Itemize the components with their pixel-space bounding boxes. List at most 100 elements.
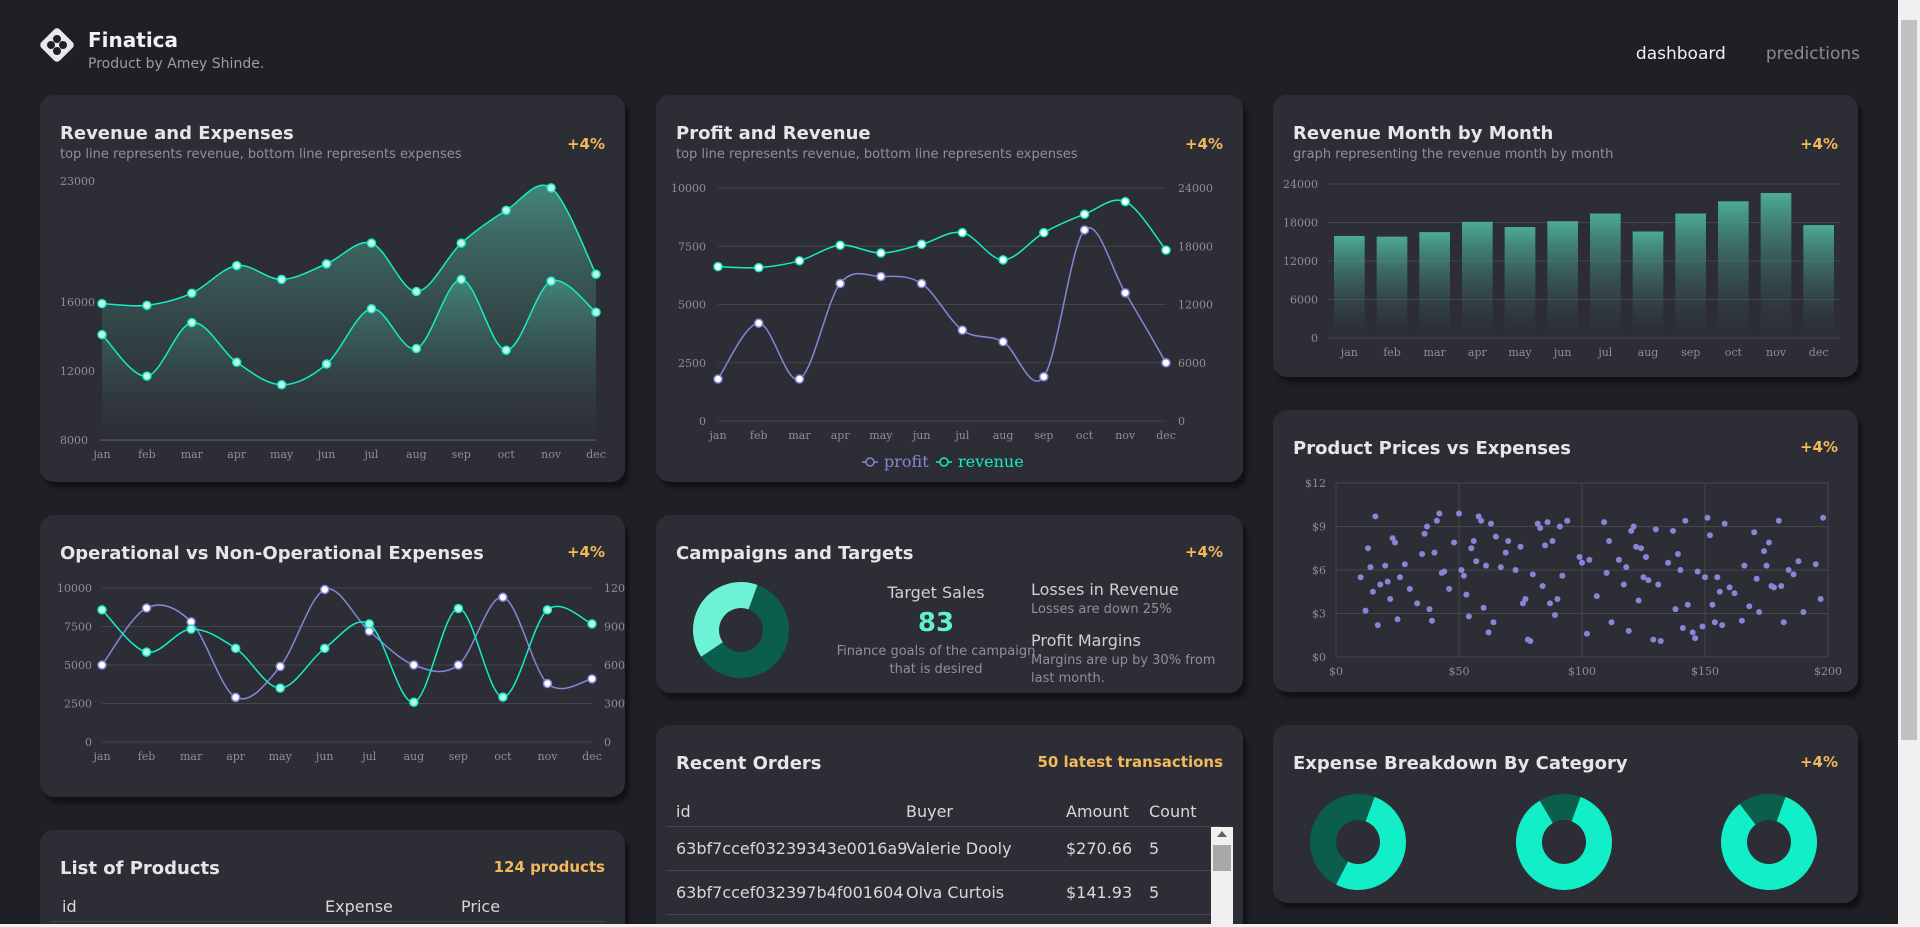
y-tick-label-right: 12000 — [1178, 299, 1213, 312]
scatter-point — [1551, 611, 1558, 618]
scatter-point — [1394, 616, 1401, 623]
salaries-donut — [1310, 794, 1406, 890]
card-title: Revenue and Expenses — [60, 123, 294, 144]
bottom-edge — [0, 924, 1898, 927]
y-tick-label-left: 7500 — [678, 240, 706, 253]
scatter-point — [1670, 527, 1677, 534]
scatter-point — [1579, 559, 1585, 566]
revenue-point — [713, 261, 723, 272]
col-id[interactable]: id — [62, 897, 77, 916]
donut-slice — [1739, 794, 1786, 825]
col-count[interactable]: Count — [1149, 802, 1197, 821]
expenses-line — [101, 278, 597, 386]
scatter-point — [1603, 569, 1610, 576]
order-id: 63bf7ccef03239343e0016a9 — [676, 839, 908, 858]
x-tick-label: apr — [227, 448, 247, 461]
col-expense[interactable]: Expense — [325, 897, 393, 916]
donut-slice — [1539, 794, 1581, 824]
operational-point — [275, 683, 285, 693]
scatter-point — [1586, 556, 1593, 563]
scatter-point — [1490, 619, 1497, 626]
operational-point — [186, 624, 196, 634]
x-tick-label: dec — [586, 448, 606, 461]
scatter-point — [1436, 510, 1443, 517]
scatter-point — [1645, 577, 1652, 584]
scatter-point — [1820, 514, 1827, 521]
scatter-point — [1460, 572, 1467, 579]
scroll-up-icon[interactable] — [1217, 831, 1227, 837]
card-op-nonop: Operational vs Non-Operational Expenses … — [40, 515, 625, 797]
revenue-point — [957, 227, 968, 238]
scatter-point — [1583, 630, 1590, 637]
card-title: Profit and Revenue — [676, 123, 871, 144]
page-scrollbar[interactable] — [1898, 0, 1920, 927]
revenue-point — [142, 300, 152, 311]
col-buyer[interactable]: Buyer — [906, 802, 954, 821]
scatter-point — [1441, 568, 1448, 575]
scatter-point — [1657, 638, 1664, 645]
page-scroll-thumb[interactable] — [1901, 20, 1917, 740]
scatter-point — [1470, 538, 1477, 544]
x-tick-label: mar — [788, 429, 811, 442]
table-row[interactable]: 63bf7ccef03239343e0016a9 Valerie Dooly $… — [666, 827, 1221, 871]
y-tick-label-right: 24000 — [1178, 182, 1213, 195]
products-table: id Expense Price — [50, 892, 605, 922]
target-block: Target Sales 83 Finance goals of the cam… — [806, 583, 1066, 677]
profit-point — [957, 325, 968, 335]
x-tick-label: jun — [911, 429, 931, 442]
finatica-logo-icon — [40, 28, 74, 62]
profit-point — [876, 271, 886, 282]
col-price[interactable]: Price — [461, 897, 501, 916]
operational-point — [587, 619, 597, 629]
x-tick-label: jan — [91, 448, 110, 461]
x-tick-label: feb — [750, 429, 768, 442]
table-row[interactable]: 63bf7ccef032397b4f001604 Olva Curtois $1… — [666, 871, 1221, 915]
x-tick-label: aug — [403, 750, 424, 763]
bar — [1376, 236, 1408, 338]
operational-point — [141, 647, 152, 657]
operational-point — [409, 697, 419, 707]
profit-point — [1039, 371, 1049, 382]
y-tick-label-left: 5000 — [64, 659, 92, 672]
nav-dashboard[interactable]: dashboard — [1635, 44, 1726, 64]
profit-point — [794, 374, 805, 384]
scroll-thumb[interactable] — [1213, 845, 1231, 871]
card-profit-revenue: Profit and Revenue top line represents r… — [656, 95, 1243, 482]
operational-point — [498, 692, 508, 702]
target-desc-1: Finance goals of the campaign — [836, 644, 1036, 659]
scatter-point — [1638, 545, 1645, 552]
operational-point — [453, 603, 464, 614]
scatter-point — [1564, 517, 1571, 524]
revenue-point — [1161, 245, 1171, 255]
order-amount: $141.93 — [1066, 883, 1133, 902]
y-tick-label: $12 — [1305, 477, 1326, 490]
x-tick-label: aug — [993, 429, 1014, 442]
donut-slice — [1336, 796, 1406, 890]
scatter-point — [1665, 559, 1672, 566]
scatter-point — [1633, 543, 1640, 550]
profit-point — [713, 374, 723, 384]
col-id[interactable]: id — [676, 802, 691, 821]
y-tick-label-left: 5000 — [678, 299, 706, 312]
non-operational-point — [587, 674, 597, 684]
scatter-point — [1392, 539, 1399, 546]
scatter-point — [1483, 562, 1490, 569]
revenue-point — [591, 269, 601, 279]
scatter-point — [1719, 622, 1726, 629]
x-tick-label: $200 — [1814, 665, 1842, 678]
bar — [1632, 231, 1664, 338]
x-tick-label: jan — [1339, 346, 1358, 359]
scatter-point — [1517, 543, 1524, 550]
col-amount[interactable]: Amount — [1066, 802, 1129, 821]
x-tick-label: dec — [1156, 429, 1176, 442]
orders-scrollbar[interactable] — [1211, 827, 1233, 927]
nav-predictions[interactable]: predictions — [1765, 44, 1860, 64]
non-operational-point — [141, 603, 152, 613]
non-operational-point — [453, 660, 464, 670]
scatter-point — [1512, 567, 1519, 573]
card-badge: +4% — [1184, 543, 1223, 561]
scatter-point — [1505, 538, 1512, 544]
x-tick-label: sep — [1681, 346, 1700, 359]
x-tick-label: sep — [1034, 429, 1053, 442]
scatter-point — [1463, 591, 1470, 598]
